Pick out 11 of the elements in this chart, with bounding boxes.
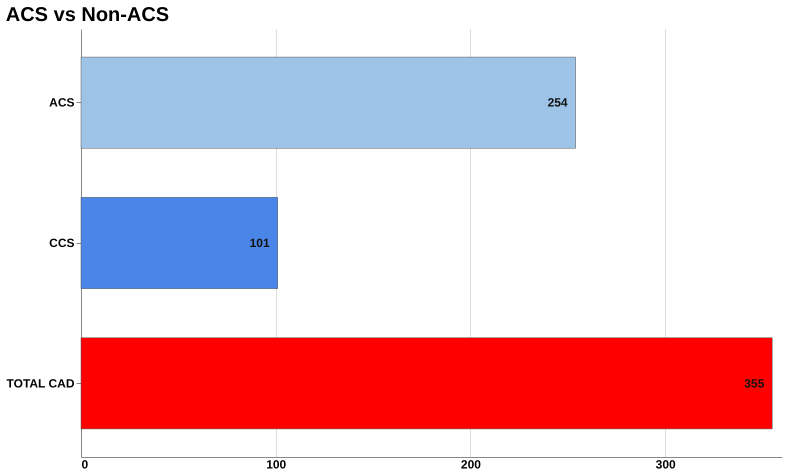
data-label: 101 [250, 236, 270, 250]
chart-title: ACS vs Non-ACS [6, 4, 170, 26]
data-label: 254 [548, 96, 568, 110]
x-tick-label: 300 [656, 458, 676, 472]
y-tick-label: ACS [49, 96, 74, 110]
x-tick-label: 100 [266, 458, 287, 472]
data-label: 355 [744, 376, 765, 390]
x-tick-label: 0 [82, 458, 88, 472]
y-tick-label: CCS [49, 236, 74, 250]
x-tick-label: 200 [460, 458, 482, 472]
y-tick-label: TOTAL CAD [6, 376, 75, 390]
